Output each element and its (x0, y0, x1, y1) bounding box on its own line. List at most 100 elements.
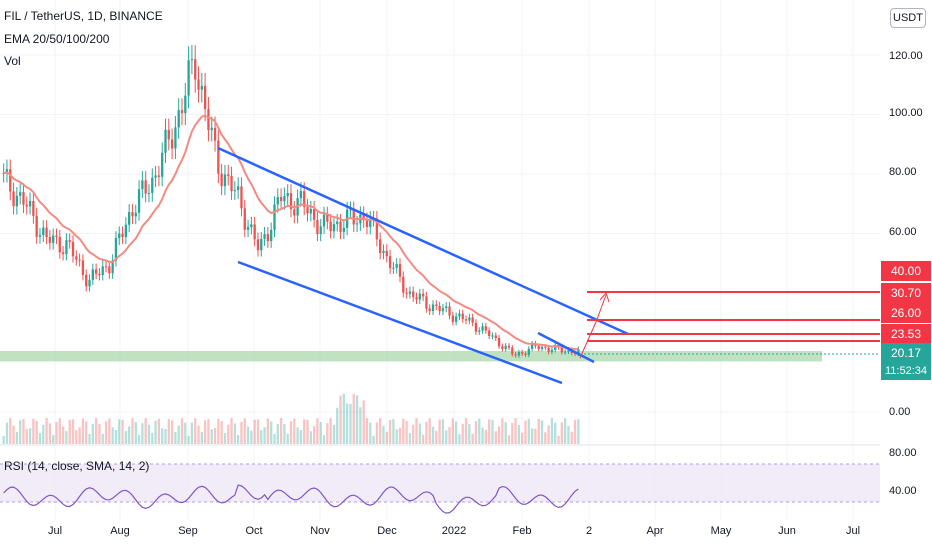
projection-arrow-head (599, 292, 610, 303)
ema-line (3, 114, 579, 351)
currency-button[interactable]: USDT (890, 8, 926, 28)
volume-bar (464, 418, 468, 444)
volume-bar (481, 427, 484, 444)
rsi-axis-label: 80.00 (889, 447, 917, 459)
volume-bar (98, 424, 101, 444)
candle-body (431, 304, 435, 311)
volume-bar (316, 418, 319, 444)
volume-bar (65, 430, 68, 444)
volume-bar (157, 418, 161, 444)
candle-body (537, 345, 540, 349)
candle-body (32, 201, 35, 216)
volume-indicator-label[interactable]: Vol (4, 54, 21, 68)
candle-body (511, 347, 514, 355)
candle-body (78, 259, 81, 261)
candle-body (560, 347, 563, 353)
candle-body (157, 175, 161, 177)
price-axis-label: 120.00 (889, 50, 923, 62)
volume-bar (12, 425, 15, 444)
candle-body (309, 208, 312, 214)
candle-body (108, 266, 111, 274)
volume-bar (108, 418, 111, 444)
candle-body (355, 223, 359, 225)
candle-body (197, 79, 200, 90)
volume-bar (154, 420, 157, 444)
candle-body (276, 196, 279, 205)
candle-body (554, 345, 557, 350)
volume-bar (306, 419, 309, 444)
volume-bar (114, 430, 118, 444)
volume-bar (270, 421, 273, 444)
candle-body (75, 256, 78, 260)
candle-body (270, 229, 273, 241)
volume-bar (299, 429, 303, 444)
candle-body (45, 227, 48, 238)
candle-body (547, 347, 550, 352)
volume-bar (517, 424, 521, 444)
time-axis-label: Oct (245, 525, 263, 537)
volume-bar (303, 419, 306, 444)
volume-bar (134, 421, 137, 444)
candle-body (161, 152, 164, 177)
volume-bar (392, 419, 395, 444)
candle-body (504, 345, 507, 350)
volume-bar (276, 423, 279, 444)
volume-bar (554, 422, 557, 444)
volume-bar (296, 427, 299, 444)
volume-bar (121, 419, 124, 444)
volume-bar (289, 421, 293, 444)
volume-bar (25, 429, 28, 444)
volume-bar (194, 418, 197, 444)
volume-bar (501, 418, 504, 444)
candle-body (141, 180, 144, 190)
candle-body (395, 264, 398, 268)
candle-body (190, 59, 194, 61)
candle-body (68, 240, 71, 242)
volume-bar (141, 423, 144, 444)
volume-bar (35, 420, 38, 444)
volume-bar (491, 419, 494, 444)
volume-bar (5, 422, 9, 444)
candle-body (128, 212, 131, 225)
price-axis-label: 0.00 (889, 406, 911, 418)
level-tag-30-70: 30.70 (881, 283, 931, 303)
volume-bar (2, 436, 5, 444)
volume-bar (174, 432, 177, 444)
candle-body (256, 239, 260, 251)
time-axis-label: Aug (110, 525, 130, 537)
candle-body (530, 343, 534, 349)
volume-bar (266, 418, 270, 444)
rsi-indicator-label[interactable]: RSI (14, close, SMA, 14, 2) (4, 459, 150, 473)
volume-bar (279, 418, 283, 444)
candle-body (230, 176, 233, 192)
volume-bar (190, 422, 194, 444)
candle-body (253, 224, 256, 240)
candle-body (329, 221, 332, 232)
candle-body (233, 190, 237, 192)
volume-bar (504, 422, 507, 444)
volume-bar (200, 431, 203, 444)
candle-body (491, 335, 494, 337)
volume-bar (184, 422, 187, 444)
volume-bar (398, 428, 402, 444)
volume-bar (227, 424, 230, 444)
volume-bar (540, 420, 544, 444)
volume-bar (81, 418, 85, 444)
volume-bar (319, 422, 322, 444)
candle-body (445, 306, 448, 309)
symbol-title[interactable]: FIL / TetherUS, 1D, BINANCE (4, 9, 163, 23)
level-tag-26: 26.00 (881, 303, 931, 323)
volume-bar (75, 430, 78, 444)
volume-bar (161, 428, 164, 444)
ema-indicator-label[interactable]: EMA 20/50/100/200 (4, 32, 110, 46)
volume-bar (61, 426, 65, 444)
candle-body (124, 224, 128, 237)
volume-bar (339, 395, 342, 444)
candle-body (540, 346, 544, 349)
volume-bar (312, 426, 316, 444)
candle-body (501, 346, 504, 350)
candle-body (210, 127, 213, 131)
volume-bar (418, 423, 421, 444)
volume-bar (58, 418, 61, 444)
